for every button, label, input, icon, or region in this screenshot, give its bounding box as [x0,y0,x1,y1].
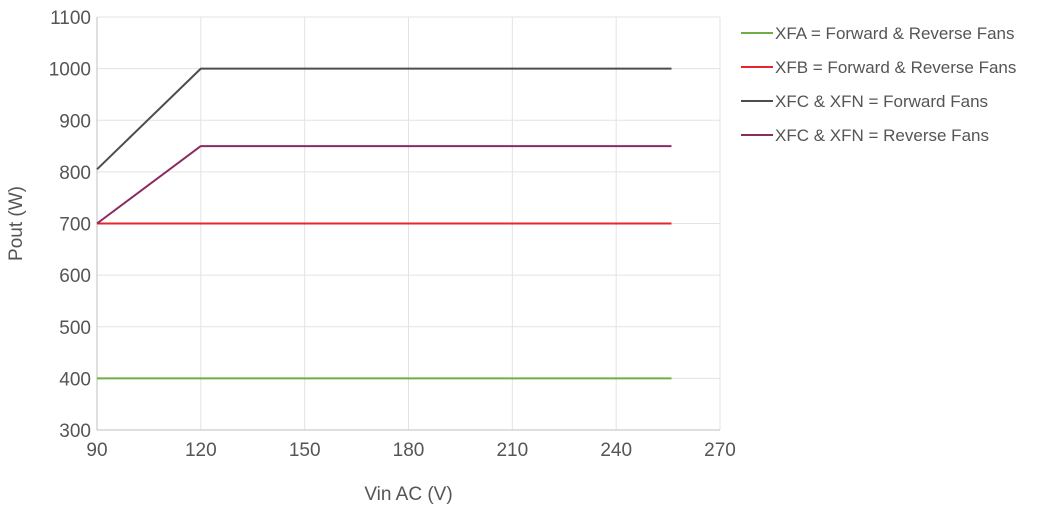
y-tick-label: 300 [59,421,91,442]
y-tick-label: 800 [59,163,91,184]
x-tick-label: 210 [496,440,528,461]
x-tick-label: 270 [704,440,736,461]
series-line-3 [96,67,672,171]
legend-label: XFC & XFN = Forward Fans [775,92,988,111]
y-tick-label: 700 [59,215,91,236]
series-line-4 [96,145,672,225]
legend-label: XFA = Forward & Reverse Fans [775,24,1015,43]
y-tick-label: 900 [59,111,91,132]
x-tick-label: 150 [289,440,321,461]
legend: XFA = Forward & Reverse Fans XFB = Forwar… [741,24,1016,145]
legend-label: XFC & XFN = Reverse Fans [775,126,989,145]
y-tick-label: 400 [59,369,91,390]
y-tick-label: 500 [59,318,91,339]
y-axis-title: Pout (W) [6,186,27,261]
x-tick-label: 240 [600,440,632,461]
y-tick-label: 1000 [49,60,91,81]
y-tick-label: 600 [59,266,91,287]
x-tick-label: 180 [393,440,425,461]
legend-label: XFB = Forward & Reverse Fans [775,58,1016,77]
x-axis-title: Vin AC (V) [364,484,452,505]
x-tick-label: 90 [86,440,107,461]
series [96,67,672,380]
tick-labels: 90 120 150 180 210 240 270 300 400 500 600 700 800 90… [49,8,736,461]
y-tick-label: 1100 [50,8,91,29]
x-tick-label: 120 [185,440,217,461]
